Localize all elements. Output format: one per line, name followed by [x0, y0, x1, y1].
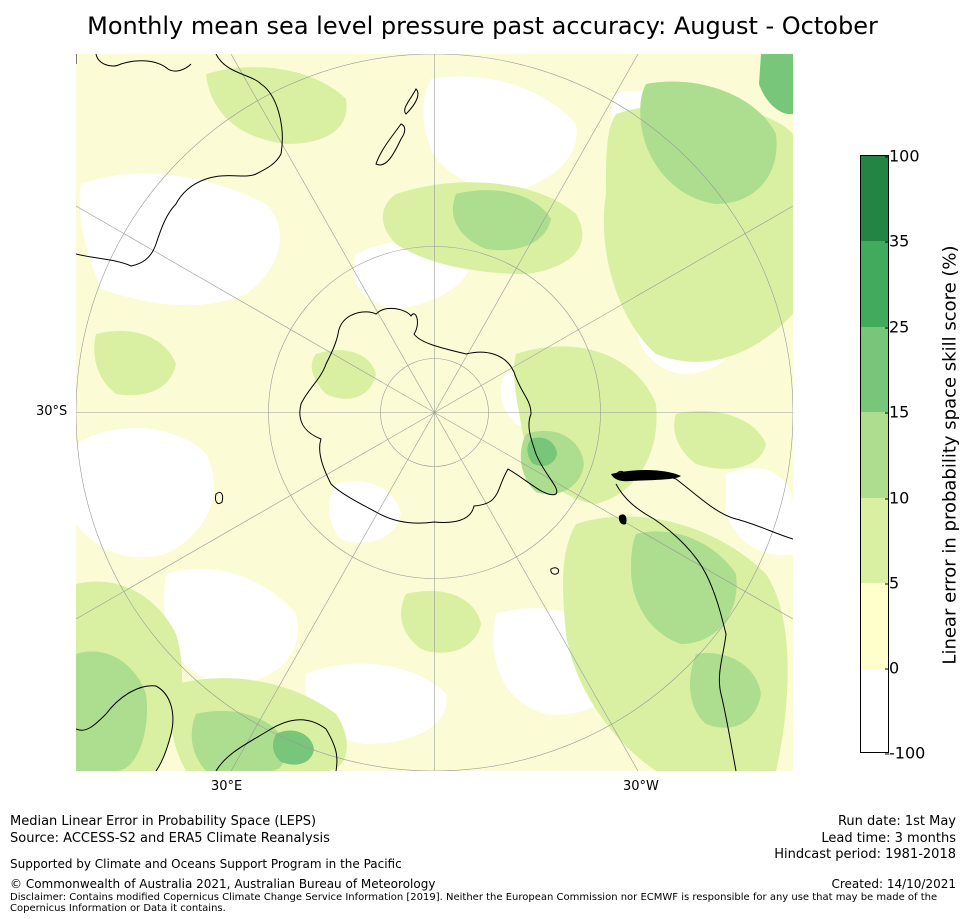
- colorbar-tick: -100: [884, 743, 926, 763]
- colorbar-tick: 35: [884, 231, 910, 251]
- madagascar-coast: [215, 491, 224, 505]
- australia-coast: [76, 54, 283, 267]
- south-america-tip: [611, 470, 681, 525]
- footer-method: Median Linear Error in Probability Space…: [10, 814, 317, 829]
- lon-label-30w: 30°W: [623, 779, 659, 794]
- footer-created: Created: 14/10/2021: [831, 877, 956, 891]
- colorbar-bin-neg100-0: [861, 669, 888, 752]
- colorbar-bin-35-100: [861, 156, 888, 241]
- footer-run-date: Run date: 1st May: [837, 814, 956, 829]
- colorbar-label: Linear error in probability space skill …: [939, 245, 961, 665]
- skill-15-25-regions: [273, 54, 793, 765]
- new-zealand-coast: [375, 88, 419, 166]
- colorbar-tick: 5: [884, 573, 900, 593]
- colorbar-bin-5-10: [861, 498, 888, 583]
- footer-copyright: © Commonwealth of Australia 2021, Austra…: [10, 877, 436, 891]
- chart-title: Monthly mean sea level pressure past acc…: [87, 12, 878, 40]
- colorbar-bin-10-15: [861, 412, 888, 498]
- skill-score-map: [76, 54, 793, 771]
- colorbar-tick: 10: [884, 488, 910, 508]
- colorbar-bin-15-25: [861, 327, 888, 412]
- colorbar-tick: 100: [885, 146, 920, 166]
- footer-disclaimer: Disclaimer: Contains modified Copernicus…: [10, 892, 938, 914]
- africa-coast: [76, 685, 338, 771]
- footer-lead-time: Lead time: 3 months: [821, 831, 956, 846]
- colorbar-bin-0-5: [861, 583, 888, 669]
- coastlines: [76, 54, 793, 771]
- footer-supported: Supported by Climate and Oceans Support …: [10, 857, 402, 871]
- skill-10-15-regions: [76, 81, 777, 771]
- antarctica-coast: [299, 307, 558, 524]
- colorbar-bin-25-35: [861, 241, 888, 327]
- polar-map: [76, 54, 793, 771]
- colorbar-tick: 15: [884, 402, 910, 422]
- graticule: [76, 54, 793, 771]
- colorbar-tick: 25: [884, 317, 910, 337]
- colorbar-tick: 0: [884, 658, 900, 678]
- colorbar: [860, 155, 889, 753]
- footer-source: Source: ACCESS-S2 and ERA5 Climate Reana…: [10, 831, 330, 846]
- lat-label-30s: 30°S: [36, 404, 68, 419]
- lon-label-30e: 30°E: [211, 779, 243, 794]
- footer-hindcast: Hindcast period: 1981-2018: [774, 847, 956, 862]
